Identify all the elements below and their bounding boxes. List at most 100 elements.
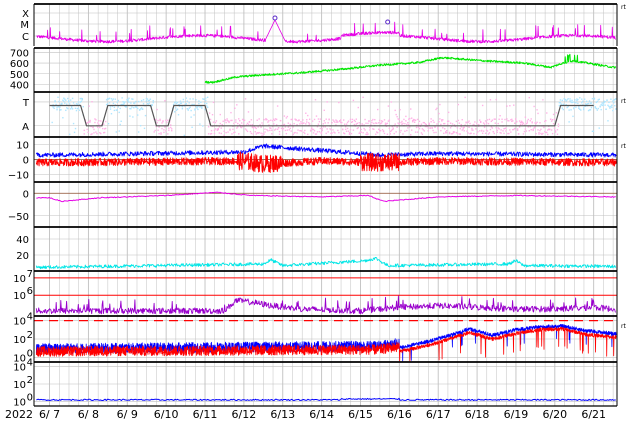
imf-away-point bbox=[395, 113, 397, 116]
imf-away-point bbox=[503, 132, 505, 135]
imf-away-point bbox=[260, 126, 262, 128]
imf-away-point bbox=[160, 133, 162, 135]
imf-away-point bbox=[432, 129, 434, 132]
imf-away-point bbox=[445, 131, 447, 133]
imf-away-point bbox=[267, 121, 269, 123]
imf-away-point bbox=[208, 123, 211, 125]
imf-away-point bbox=[268, 120, 270, 122]
imf-away-point bbox=[240, 126, 243, 129]
imf-away-point bbox=[229, 129, 231, 131]
imf-away-point bbox=[224, 119, 226, 121]
imf-toward-point bbox=[182, 98, 185, 101]
imf-away-point bbox=[355, 118, 358, 120]
imf-away-point bbox=[514, 122, 516, 124]
imf-away-point bbox=[352, 129, 355, 131]
imf-toward-point bbox=[142, 99, 145, 101]
imf-away-point bbox=[540, 132, 542, 135]
imf-toward-point bbox=[586, 103, 589, 105]
imf-away-point bbox=[402, 122, 404, 125]
imf-toward-point bbox=[576, 99, 578, 102]
imf-away-point bbox=[289, 123, 291, 126]
imf-toward-point bbox=[609, 107, 611, 109]
imf-toward-point bbox=[593, 98, 596, 100]
imf-away-point bbox=[308, 123, 311, 125]
imf-away-point bbox=[208, 112, 211, 114]
imf-away-point bbox=[459, 127, 461, 130]
imf-away-point bbox=[413, 121, 416, 123]
imf-away-point bbox=[239, 124, 241, 126]
imf-away-point bbox=[274, 129, 276, 131]
imf-toward-point bbox=[147, 103, 150, 105]
imf-away-point bbox=[302, 119, 304, 121]
imf-away-point bbox=[497, 122, 499, 125]
date-tick-label: 6/ 7 bbox=[39, 408, 60, 421]
imf-away-point bbox=[443, 122, 445, 125]
imf-toward-point bbox=[583, 98, 586, 100]
imf-away-point bbox=[438, 112, 440, 115]
imf-away-point bbox=[379, 130, 382, 132]
imf-toward-point bbox=[67, 107, 69, 110]
imf-away-point bbox=[429, 127, 431, 129]
imf-away-point bbox=[254, 131, 256, 133]
realtime-label: rt bbox=[621, 143, 626, 150]
imf-away-point bbox=[258, 131, 260, 134]
imf-toward-point bbox=[602, 104, 604, 106]
imf-away-point bbox=[241, 118, 244, 121]
imf-away-point bbox=[481, 132, 484, 134]
imf-away-point bbox=[315, 115, 318, 117]
imf-away-point bbox=[251, 126, 254, 128]
imf-away-point bbox=[499, 115, 501, 117]
imf-toward-point bbox=[72, 122, 75, 125]
imf-away-point bbox=[344, 126, 347, 128]
imf-toward-point bbox=[175, 102, 178, 105]
imf-toward-point bbox=[190, 109, 192, 112]
tick-exponent: 2 bbox=[27, 375, 33, 386]
imf-toward-point bbox=[112, 98, 115, 100]
imf-away-point bbox=[223, 134, 225, 137]
imf-away-point bbox=[409, 117, 411, 120]
imf-away-point bbox=[507, 132, 509, 135]
imf-away-point bbox=[504, 127, 506, 130]
imf-toward-point bbox=[572, 115, 574, 118]
imf-away-point bbox=[291, 118, 293, 121]
imf-toward-point bbox=[612, 109, 614, 112]
tick-label-400: 400 bbox=[10, 80, 29, 91]
imf-away-point bbox=[93, 128, 95, 131]
imf-toward-point bbox=[609, 106, 611, 108]
imf-toward-point bbox=[125, 106, 127, 108]
imf-toward-point bbox=[56, 108, 58, 111]
imf-away-point bbox=[411, 129, 413, 131]
imf-away-point bbox=[482, 130, 485, 132]
imf-away-point bbox=[495, 127, 497, 129]
imf-away-point bbox=[538, 132, 540, 134]
imf-away-point bbox=[532, 128, 534, 130]
imf-away-point bbox=[531, 122, 533, 124]
imf-toward-point bbox=[176, 108, 179, 110]
imf-away-point bbox=[550, 129, 553, 131]
imf-away-point bbox=[553, 118, 556, 120]
imf-away-point bbox=[302, 122, 304, 125]
imf-toward-point bbox=[571, 101, 573, 104]
imf-away-point bbox=[251, 123, 254, 126]
imf-away-point bbox=[157, 129, 159, 131]
imf-away-point bbox=[244, 128, 247, 130]
imf-away-point bbox=[224, 119, 226, 122]
imf-away-point bbox=[159, 118, 161, 121]
imf-sector-line bbox=[49, 104, 594, 127]
imf-away-point bbox=[525, 123, 528, 125]
imf-away-point bbox=[217, 128, 220, 131]
imf-away-point bbox=[373, 128, 375, 130]
imf-toward-point bbox=[106, 103, 109, 105]
imf-away-point bbox=[278, 130, 281, 133]
imf-toward-point bbox=[60, 103, 62, 105]
imf-away-point bbox=[274, 119, 276, 122]
imf-away-point bbox=[467, 132, 469, 134]
imf-away-point bbox=[333, 131, 335, 133]
imf-away-point bbox=[528, 96, 530, 99]
imf-toward-point bbox=[615, 108, 617, 110]
imf-away-point bbox=[498, 128, 500, 130]
imf-toward-point bbox=[60, 109, 62, 111]
imf-away-point bbox=[489, 128, 492, 131]
imf-toward-point bbox=[204, 102, 206, 104]
imf-away-point bbox=[249, 130, 252, 133]
